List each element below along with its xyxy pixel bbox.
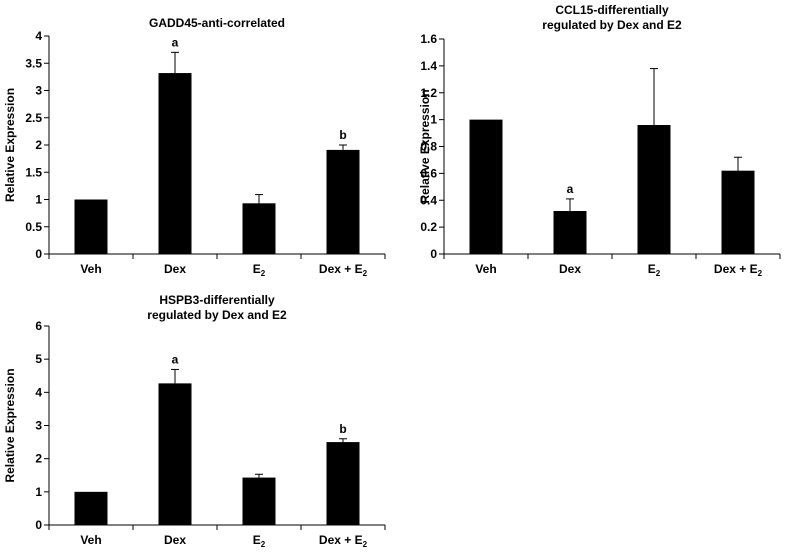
y-tick-label: 0.4 <box>420 193 437 207</box>
bar-0 <box>74 491 108 525</box>
y-tick-label: 1 <box>35 485 42 499</box>
significance-label: b <box>339 422 346 436</box>
x-tick-label: Dex + E2 <box>319 262 368 278</box>
y-axis-label: Relative Expression <box>3 88 17 202</box>
category-label: E <box>253 262 261 276</box>
y-tick-label: 1.6 <box>420 32 437 46</box>
category-label: E <box>253 533 261 547</box>
bar-2 <box>242 477 276 525</box>
bar-3 <box>326 149 360 254</box>
chart-title: GADD45-anti-correlated <box>149 16 285 30</box>
y-tick-label: 4 <box>35 29 42 43</box>
category-label: Dex <box>164 262 186 276</box>
category-label: Dex + E <box>319 533 363 547</box>
y-tick-label: 0 <box>35 247 42 261</box>
y-tick-label: 1 <box>35 193 42 207</box>
category-label: Dex <box>559 262 581 276</box>
category-subscript: 2 <box>363 540 368 549</box>
category-subscript: 2 <box>758 269 763 278</box>
x-tick-label: Dex + E2 <box>319 533 368 549</box>
bar-2 <box>637 125 671 254</box>
significance-label: a <box>567 182 574 196</box>
chart-title: CCL15-differentially <box>555 3 669 17</box>
chart-1: GADD45-anti-correlated Relative Expressio… <box>3 16 386 278</box>
y-tick-label: 3 <box>35 419 42 433</box>
significance-label: b <box>339 128 346 142</box>
y-tick-label: 1.5 <box>25 165 42 179</box>
bar-2 <box>242 203 276 254</box>
category-label: Dex <box>164 533 186 547</box>
category-label: Dex + E <box>714 262 758 276</box>
chart-title: HSPB3-differentially <box>159 293 275 307</box>
y-tick-label: 2.5 <box>25 111 42 125</box>
bar-1 <box>158 383 192 525</box>
x-tick-label: Veh <box>80 262 101 276</box>
category-label: E <box>648 262 656 276</box>
category-label: Dex + E <box>319 262 363 276</box>
x-tick-label: Dex <box>164 533 186 547</box>
category-subscript: 2 <box>261 540 266 549</box>
x-tick-label: E2 <box>253 262 266 278</box>
y-axis-label: Relative Expression <box>3 368 17 482</box>
y-tick-label: 0.5 <box>25 220 42 234</box>
bar-3 <box>721 170 755 254</box>
chart-title: regulated by Dex and E2 <box>147 308 287 322</box>
bar-3 <box>326 442 360 525</box>
y-tick-label: 3 <box>35 84 42 98</box>
y-tick-label: 2 <box>35 138 42 152</box>
y-axis-label: Relative Expression <box>418 89 432 203</box>
x-tick-label: Dex <box>559 262 581 276</box>
bar-1 <box>553 211 587 254</box>
bar-1 <box>158 73 192 254</box>
y-tick-label: 1 <box>430 113 437 127</box>
y-tick-label: 5 <box>35 352 42 366</box>
chart-title: regulated by Dex and E2 <box>542 18 682 32</box>
y-tick-label: 0.8 <box>420 140 437 154</box>
y-tick-label: 0.2 <box>420 220 437 234</box>
x-tick-label: Dex <box>164 262 186 276</box>
y-tick-label: 3.5 <box>25 56 42 70</box>
x-tick-label: Veh <box>80 533 101 547</box>
x-tick-label: E2 <box>648 262 661 278</box>
significance-label: a <box>172 352 179 366</box>
category-label: Veh <box>80 533 101 547</box>
y-tick-label: 1.4 <box>420 59 437 73</box>
category-subscript: 2 <box>656 269 661 278</box>
y-tick-label: 1.2 <box>420 86 437 100</box>
y-tick-label: 0 <box>35 518 42 532</box>
y-tick-label: 0.6 <box>420 166 437 180</box>
x-tick-label: E2 <box>253 533 266 549</box>
category-label: Veh <box>80 262 101 276</box>
y-tick-label: 6 <box>35 319 42 333</box>
bar-0 <box>74 199 108 254</box>
y-tick-label: 2 <box>35 452 42 466</box>
y-tick-label: 4 <box>35 385 42 399</box>
category-subscript: 2 <box>363 269 368 278</box>
category-subscript: 2 <box>261 269 266 278</box>
x-tick-label: Dex + E2 <box>714 262 763 278</box>
x-tick-label: Veh <box>475 262 496 276</box>
significance-label: a <box>172 35 179 49</box>
y-tick-label: 0 <box>430 247 437 261</box>
category-label: Veh <box>475 262 496 276</box>
bar-0 <box>469 119 503 254</box>
